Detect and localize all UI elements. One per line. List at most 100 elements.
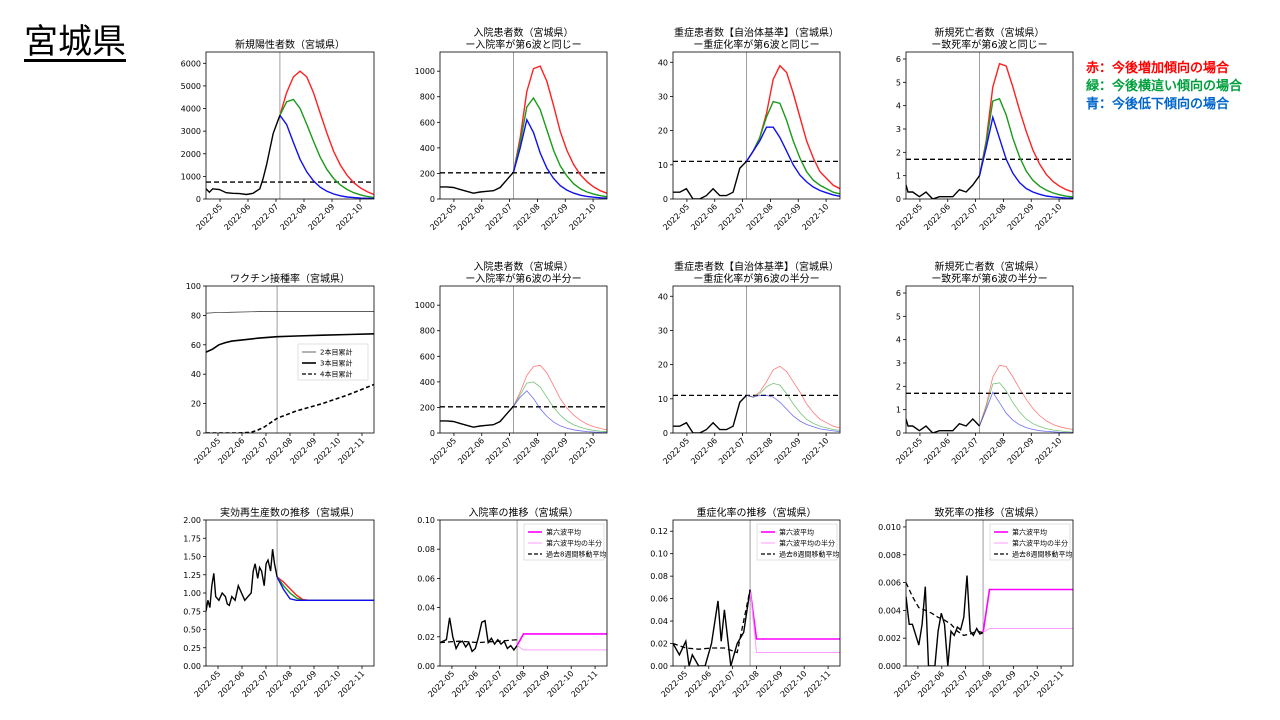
y-tick-label: 1.25: [183, 571, 201, 580]
x-tick-label: 2022-07: [950, 202, 980, 232]
x-tick-label: 2022-05: [194, 202, 224, 232]
y-tick-label: 2: [896, 382, 901, 391]
y-tick-label: 20: [658, 127, 668, 136]
x-tick-label: 2022-07: [717, 436, 747, 466]
legend-label: 4本目累計: [320, 370, 352, 379]
y-tick-label: 1: [896, 172, 901, 181]
x-tick-label: 2022-09: [773, 202, 803, 232]
plot-area: [440, 617, 607, 653]
y-tick-label: 2.00: [183, 516, 201, 525]
series-red: [979, 364, 1073, 430]
chart-title: ー致死率が第6波の半分ー: [931, 272, 1047, 285]
y-tick-label: 1: [896, 406, 901, 415]
y-tick-label: 3000: [181, 127, 201, 136]
plot-frame: [205, 285, 375, 434]
legend-red: 赤：今後増加傾向の場合: [1086, 61, 1230, 76]
chart-title: ー入院率が第6波の半分ー: [465, 272, 581, 285]
y-tick-label: 4: [896, 102, 901, 111]
series-sixth-wave-average: [516, 633, 607, 646]
y-tick-label: 10: [658, 395, 668, 404]
x-tick-label: 2022-09: [1006, 202, 1036, 232]
series-blue: [276, 576, 374, 601]
y-tick-label: 40: [191, 370, 201, 379]
x-tick-label: 2022-09: [773, 436, 803, 466]
y-tick-label: 0: [663, 195, 668, 204]
series-blue: [513, 390, 607, 433]
x-tick-label: 2022-05: [428, 202, 458, 232]
x-tick-label: 2022-07: [484, 202, 514, 232]
scenario-legend: 赤：今後増加傾向の場合 緑：今後横這い傾向の場合 青：今後低下傾向の場合: [1086, 60, 1242, 114]
y-tick-label: 0.002: [878, 634, 901, 643]
y-tick-label: 6000: [181, 59, 201, 68]
x-tick-label: 2022-09: [1006, 436, 1036, 466]
plot-area: [206, 311, 374, 433]
series-actual: [440, 617, 518, 653]
x-tick-label: 2022-10: [800, 202, 830, 232]
x-tick-label: 2022-10: [1033, 202, 1063, 232]
y-tick-label: 1000: [415, 301, 435, 310]
series-sixth-wave-half: [749, 589, 840, 653]
y-tick-label: 6: [896, 289, 901, 298]
plot-area: [206, 70, 374, 199]
legend-green: 緑：今後横這い傾向の場合: [1086, 79, 1243, 94]
chart-panel-11: 重症化率の推移（宮城県） 0.00 0.02 0.04 0.06 0.08 0.10 0.12…: [650, 506, 841, 699]
plot-frame: [905, 51, 1074, 200]
chart-title: ー重症化率が第6波の半分ー: [693, 272, 819, 285]
y-tick-label: 0: [896, 429, 901, 438]
x-tick-label: 2022-05: [894, 436, 924, 466]
y-tick-label: 0.10: [417, 516, 435, 525]
plot-frame: [672, 285, 841, 434]
x-tick-label: 2022-10: [800, 436, 830, 466]
plot-frame: [439, 51, 608, 200]
series-actual: [440, 171, 515, 194]
y-tick-label: 0.008: [878, 551, 901, 560]
x-tick-label: 2022-09: [540, 436, 570, 466]
series-red: [276, 576, 374, 601]
chart-panel-2: 入院患者数（宮城県）ー入院率が第6波と同じー 0 200 400 600 800 1000 2…: [415, 26, 608, 232]
y-tick-label: 80: [191, 311, 201, 320]
series-moving-average: [440, 639, 518, 644]
series-blue: [979, 391, 1073, 433]
y-tick-label: 200: [420, 169, 435, 178]
x-tick-label: 2022-11: [802, 669, 832, 699]
chart-title: 実効再生産数の推移（宮城県）: [220, 506, 360, 519]
series-sixth-wave-average: [982, 588, 1073, 633]
series-sixth-wave-average: [749, 589, 840, 640]
x-tick-label: 2022-06: [689, 436, 719, 466]
x-tick-label: 2022-09: [306, 202, 336, 232]
y-tick-label: 5000: [181, 82, 201, 91]
plot-area: [906, 575, 1073, 666]
y-tick-label: 0.04: [650, 617, 668, 626]
y-tick-label: 0.06: [417, 574, 435, 583]
y-tick-label: 0.06: [650, 595, 668, 604]
plot-area: [206, 549, 374, 612]
y-tick-label: 10: [658, 161, 668, 170]
plot-area: [673, 589, 840, 666]
plot-frame: [905, 285, 1074, 434]
series-vaccine: [206, 333, 374, 353]
series-moving-average: [673, 589, 751, 654]
y-tick-label: 1000: [415, 67, 435, 76]
series-actual: [906, 575, 984, 666]
y-tick-label: 30: [658, 326, 668, 335]
series-green: [279, 98, 374, 199]
series-green: [513, 381, 607, 433]
plot-frame: [439, 519, 608, 667]
x-tick-label: 2022-07: [484, 436, 514, 466]
chart-title: ー重症化率が第6波と同じー: [693, 38, 819, 51]
y-tick-label: 1.50: [183, 553, 201, 562]
chart-title: 入院患者数（宮城県）: [474, 260, 574, 273]
series-blue: [746, 395, 840, 432]
chart-title: 入院患者数（宮城県）: [474, 26, 574, 39]
y-tick-label: 4000: [181, 105, 201, 114]
series-red: [746, 365, 840, 429]
y-tick-label: 800: [420, 93, 435, 102]
plot-area: [440, 65, 607, 199]
series-actual: [206, 549, 278, 612]
legend-label: 過去8週間移動平均: [1012, 550, 1072, 559]
x-tick-label: 2022-05: [894, 202, 924, 232]
x-tick-label: 2022-10: [334, 202, 364, 232]
y-tick-label: 60: [191, 341, 201, 350]
series-actual: [673, 394, 747, 433]
chart-panel-5: ワクチン接種率（宮城県）0204060801002022-052022-0620…: [186, 272, 375, 466]
